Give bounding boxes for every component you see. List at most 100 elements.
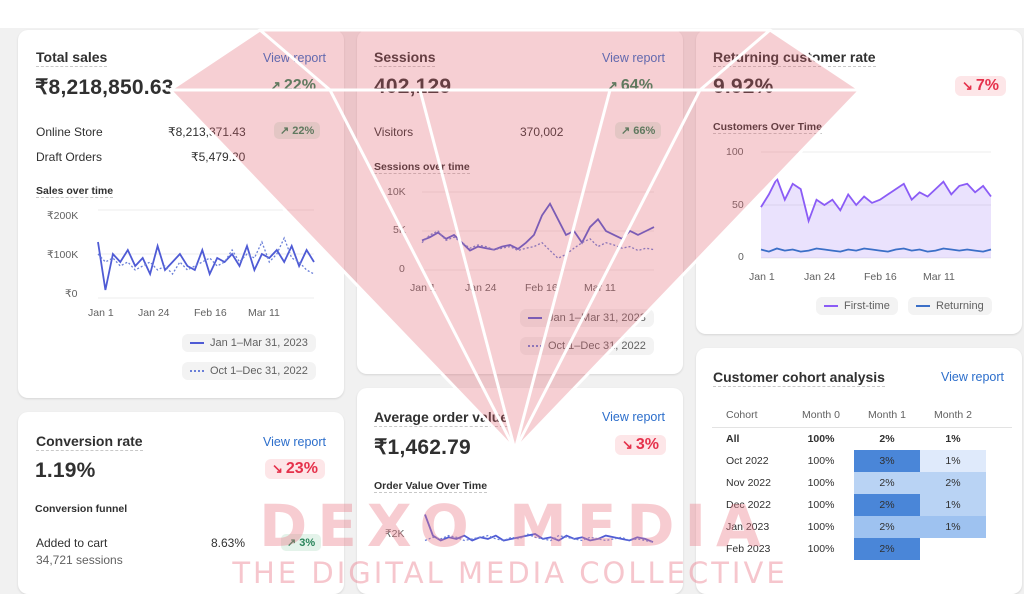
sales-over-time-chart: [97, 209, 315, 299]
cohort-row: All 100% 2% 1%: [712, 428, 1012, 450]
top-bar: [0, 0, 1024, 28]
x-tick: Mar 11: [584, 282, 616, 294]
y-tick: 10K: [387, 186, 406, 198]
returning-customer-card: Returning customer rate 9.92% ↘ 7% Custom…: [696, 30, 1022, 334]
customers-over-time-title[interactable]: Customers Over Time: [713, 121, 822, 134]
legend-current-period[interactable]: Jan 1–Mar 31, 2023: [520, 309, 654, 327]
added-to-cart-value: 8.63%: [211, 536, 246, 550]
cohort-cell: 100%: [807, 499, 835, 511]
arrow-down-right-icon: ↘: [622, 437, 633, 452]
cohort-cell: 2%: [920, 472, 986, 494]
cohort-cell: 100%: [807, 477, 835, 489]
y-tick: 5K: [393, 224, 406, 236]
conversion-funnel-title: Conversion funnel: [35, 503, 128, 515]
y-tick: ₹200K: [47, 210, 79, 222]
sessions-value: 402,129: [374, 75, 452, 98]
x-tick: Jan 1: [410, 282, 436, 294]
cohort-view-report-link[interactable]: View report: [941, 370, 1004, 384]
conversion-rate-title[interactable]: Conversion rate: [36, 433, 143, 451]
average-order-value: ₹1,462.79: [374, 436, 471, 459]
series-line-jan-1-mar-31-2023: [424, 514, 654, 543]
sales-over-time-title[interactable]: Sales over time: [36, 185, 114, 198]
x-tick: Feb 16: [194, 307, 227, 319]
average-order-value-change: ↘ 3%: [615, 435, 667, 455]
y-tick: ₹100K: [47, 249, 79, 261]
dotted-line-swatch: [190, 370, 204, 372]
returning-customer-value: 9.92%: [713, 75, 774, 98]
sessions-view-report-link[interactable]: View report: [602, 51, 665, 65]
cohort-cell: 1%: [945, 433, 961, 445]
y-tick: ₹0: [65, 288, 78, 300]
cohort-analysis-title[interactable]: Customer cohort analysis: [713, 369, 885, 387]
order-value-over-time-title[interactable]: Order Value Over Time: [374, 480, 488, 493]
dotted-line-swatch: [528, 345, 542, 347]
conversion-rate-change: ↘ 23%: [265, 459, 325, 479]
aov-view-report-link[interactable]: View report: [602, 410, 665, 424]
cohort-row: Feb 2023 100% 2%: [712, 538, 1012, 560]
arrow-up-right-icon: ↗: [607, 78, 618, 93]
cohort-cell: 2%: [854, 516, 920, 538]
legend-first-time[interactable]: First-time: [816, 297, 898, 315]
x-tick: Mar 11: [248, 307, 280, 319]
y-tick: 0: [399, 263, 405, 275]
conversion-view-report-link[interactable]: View report: [263, 435, 326, 449]
total-sales-card: Total sales View report ₹8,218,850.63 ↗ 2…: [18, 30, 344, 398]
average-order-value-title[interactable]: Average order value: [374, 409, 509, 427]
sessions-over-time-title[interactable]: Sessions over time: [374, 161, 470, 174]
added-to-cart-change: ↗ 3%: [281, 534, 322, 551]
average-order-value-card: Average order value View report ₹1,462.7…: [357, 388, 683, 594]
x-tick: Jan 1: [88, 307, 114, 319]
x-tick: Feb 16: [525, 282, 558, 294]
returning-customer-title[interactable]: Returning customer rate: [713, 49, 876, 67]
series-line-oct-1-dec-31-2022: [424, 533, 654, 543]
solid-line-swatch: [528, 317, 542, 319]
sessions-title[interactable]: Sessions: [374, 49, 436, 67]
legend-returning[interactable]: Returning: [908, 297, 992, 315]
cohort-cell: 1%: [920, 494, 986, 516]
y-tick: 50: [732, 199, 744, 211]
visitors-label: Visitors: [374, 125, 414, 139]
arrow-down-right-icon: ↘: [962, 78, 973, 93]
added-to-cart-label: Added to cart: [36, 536, 108, 550]
legend-previous-period[interactable]: Oct 1–Dec 31, 2022: [520, 337, 654, 355]
x-tick: Mar 11: [923, 271, 955, 283]
conversion-rate-card: Conversion rate View report 1.19% ↘ 23% C…: [18, 412, 344, 594]
draft-orders-value: ₹5,479.20: [191, 150, 246, 164]
cohort-cell: 2%: [879, 433, 895, 445]
sessions-change: ↗ 64%: [607, 77, 653, 94]
online-store-change: ↗ 22%: [274, 122, 321, 139]
cohort-cell: 1%: [920, 516, 986, 538]
arrow-up-right-icon: ↗: [287, 537, 300, 549]
total-sales-change: ↗ 22%: [270, 77, 316, 94]
cohort-header-cell: Month 1: [868, 408, 906, 421]
cohort-label: All: [726, 433, 740, 445]
solid-line-swatch: [190, 342, 204, 344]
customers-over-time-chart: [760, 151, 992, 259]
sessions-over-time-chart: [421, 191, 655, 271]
total-sales-title[interactable]: Total sales: [36, 49, 108, 67]
series-line-oct-1-dec-31-2022: [421, 230, 655, 260]
returning-customer-change: ↘ 7%: [955, 76, 1007, 96]
cohort-header-cell: Month 2: [934, 408, 972, 421]
y-tick: 0: [738, 251, 744, 263]
cohort-cell: 1%: [920, 450, 986, 472]
visitors-change: ↗ 66%: [615, 122, 662, 139]
series-area-first-time: [761, 178, 991, 258]
legend-previous-period[interactable]: Oct 1–Dec 31, 2022: [182, 362, 316, 380]
online-store-label: Online Store: [36, 125, 103, 139]
arrow-up-right-icon: ↗: [280, 125, 293, 137]
series-line-jan-1-mar-31-2023: [421, 201, 655, 252]
cohort-cell: 2%: [854, 494, 920, 516]
x-tick: Jan 24: [804, 271, 836, 283]
y-tick: ₹2K: [385, 528, 405, 540]
legend-current-period[interactable]: Jan 1–Mar 31, 2023: [182, 334, 316, 352]
y-tick: 100: [726, 146, 744, 158]
x-tick: Feb 16: [864, 271, 897, 283]
cohort-label: Dec 2022: [726, 499, 771, 511]
draft-orders-label: Draft Orders: [36, 150, 103, 164]
cohort-header-cell: Cohort: [726, 408, 758, 421]
order-value-over-time-chart: [424, 514, 654, 543]
cohort-label: Feb 2023: [726, 543, 771, 555]
total-sales-view-report-link[interactable]: View report: [263, 51, 326, 65]
online-store-value: ₹8,213,371.43: [168, 125, 246, 139]
